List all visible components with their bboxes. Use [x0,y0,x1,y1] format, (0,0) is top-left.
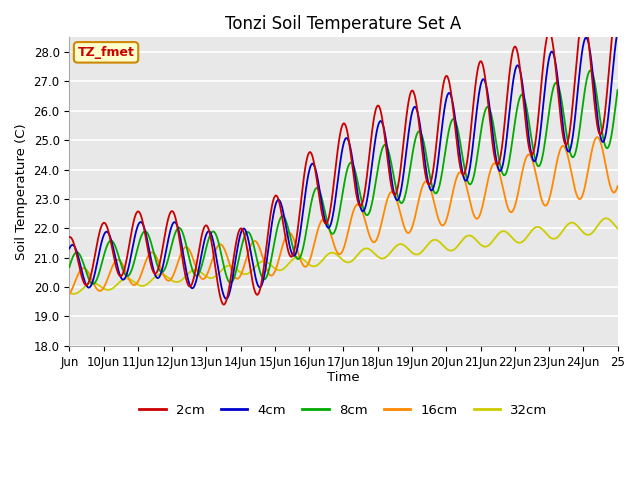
X-axis label: Time: Time [327,372,360,384]
Text: TZ_fmet: TZ_fmet [77,46,134,59]
Title: Tonzi Soil Temperature Set A: Tonzi Soil Temperature Set A [225,15,461,33]
Legend: 2cm, 4cm, 8cm, 16cm, 32cm: 2cm, 4cm, 8cm, 16cm, 32cm [134,399,553,422]
Y-axis label: Soil Temperature (C): Soil Temperature (C) [15,123,28,260]
